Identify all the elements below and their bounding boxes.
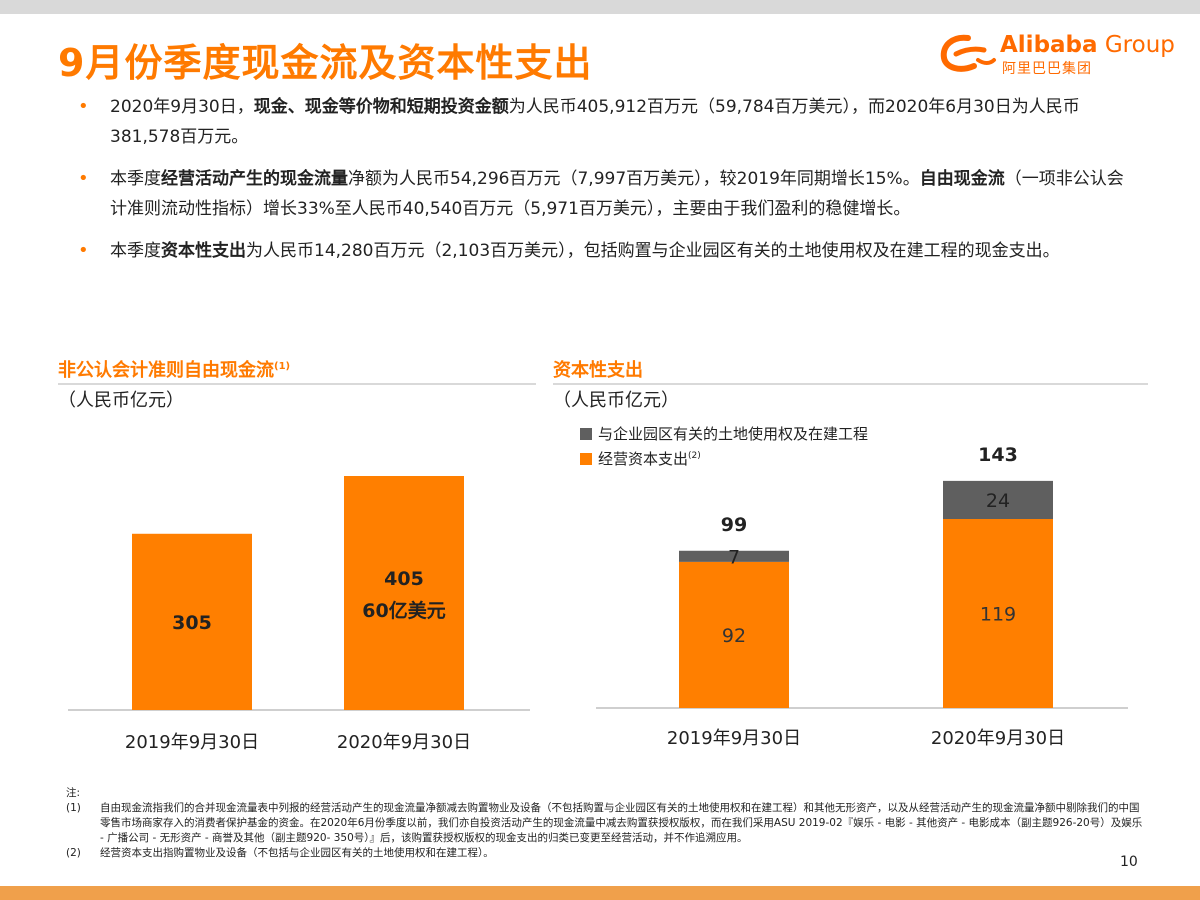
footnote-1-key: (1): [66, 802, 81, 814]
footnote-2: (2) 经营资本支出指购置物业及设备（不包括与企业园区有关的土地使用权和在建工程…: [66, 846, 1146, 861]
bullet-dot-icon: •: [78, 240, 89, 261]
capex-chart: 92 7 99 2019年9月30日 119 24 143 2020年9月30日: [596, 444, 1128, 749]
bullet-list: • 2020年9月30日，现金、现金等价物和短期投资金额为人民币405,912百万…: [78, 92, 1138, 278]
fcf-unit: （人民币亿元）: [58, 390, 184, 411]
x-tick-label-capex-1: 2019年9月30日: [667, 728, 801, 749]
bullet-text: 2020年9月30日，: [110, 97, 254, 117]
alibaba-logo: Alibaba Group 阿里巴巴集团: [938, 30, 1178, 80]
footnote-2-text: 经营资本支出指购置物业及设备（不包括与企业园区有关的土地使用权和在建工程）。: [100, 847, 494, 859]
bar-capex-1-series-2: [679, 550, 789, 562]
total-label-capex-2: 143: [978, 444, 1018, 466]
legend-item-capex: 经营资本支出(2): [580, 448, 701, 469]
bullet-text: 本季度: [110, 241, 161, 261]
notes-label: 注:: [66, 787, 81, 799]
total-label-capex-1: 99: [721, 514, 747, 536]
bullet-bold-text: 资本性支出: [161, 241, 246, 261]
segment-label-capex-2-series-1: 119: [980, 604, 1016, 626]
page-title: 9月份季度现金流及资本性支出: [58, 41, 593, 85]
bullet-bold-text: 自由现金流: [919, 169, 1005, 189]
bar-capex-2-series-2: [943, 480, 1053, 519]
page-number: 10: [1120, 854, 1138, 870]
bar-sublabel-fcf-2: 60亿美元: [362, 599, 445, 622]
fcf-section-title: 非公认会计准则自由现金流(1): [58, 356, 290, 382]
footnote-1-text: 自由现金流指我们的合并现金流量表中列报的经营活动产生的现金流量净额减去购置物业及…: [100, 802, 1143, 844]
bullet-text: 为人民币405,912百万元（59,784百万美元），而2020年6月30日为人…: [110, 97, 1080, 147]
segment-label-capex-1-series-1: 92: [722, 625, 746, 647]
bar-capex-1-series-1: [679, 561, 789, 708]
capex-unit: （人民币亿元）: [553, 390, 679, 411]
logo-cn: 阿里巴巴集团: [1002, 61, 1092, 77]
x-tick-label-capex-2: 2020年9月30日: [931, 728, 1065, 749]
bar-label-fcf-1: 305: [172, 612, 212, 634]
legend-swatch-land: [580, 428, 592, 440]
logo-group: Group: [1104, 32, 1175, 58]
footnote-1: (1) 自由现金流指我们的合并现金流量表中列报的经营活动产生的现金流量净额减去购…: [66, 801, 1146, 846]
bullet-dot-icon: •: [78, 168, 89, 189]
legend-label-land: 与企业园区有关的土地使用权及在建工程: [598, 425, 869, 443]
bullet-dot-icon: •: [78, 96, 89, 117]
fcf-note-mark: (1): [274, 361, 291, 372]
bar-label-fcf-2: 405: [384, 568, 424, 590]
bar-capex-2-series-1: [943, 519, 1053, 708]
segment-label-capex-1-series-2: 7: [728, 546, 740, 568]
bullet-text: （一项非公认会计准则流动性指标）增长33%至人民币40,540百万元（5,971…: [110, 169, 1124, 219]
fcf-section-rule: [58, 383, 536, 385]
bullet-text: 本季度: [110, 169, 161, 189]
capex-section-title: 资本性支出: [553, 360, 643, 381]
legend-note-mark: (2): [688, 451, 701, 461]
top-strip: [0, 0, 1200, 14]
segment-label-capex-2-series-2: 24: [986, 490, 1010, 512]
legend-label-capex: 经营资本支出: [598, 450, 689, 468]
bullet-item: • 本季度经营活动产生的现金流量净额为人民币54,296百万元（7,997百万美元…: [78, 164, 1138, 224]
bottom-strip: [0, 886, 1200, 900]
logo-brand: Alibaba: [1000, 32, 1098, 58]
x-tick-label-fcf-2: 2020年9月30日: [337, 732, 471, 753]
legend-swatch-capex: [580, 453, 592, 465]
legend-item-land: 与企业园区有关的土地使用权及在建工程: [580, 423, 868, 444]
capex-section-rule: [553, 383, 1148, 385]
bullet-item: • 2020年9月30日，现金、现金等价物和短期投资金额为人民币405,912百万…: [78, 92, 1138, 152]
fcf-section-title-text: 非公认会计准则自由现金流: [58, 360, 274, 381]
x-tick-label-fcf-1: 2019年9月30日: [125, 732, 259, 753]
alibaba-logo-icon: [940, 34, 996, 72]
bar-fcf-2: [344, 476, 464, 710]
bullet-item: • 本季度资本性支出为人民币14,280百万元（2,103百万美元），包括购置与企…: [78, 236, 1138, 266]
bullet-bold-text: 现金、现金等价物和短期投资金额: [253, 97, 509, 117]
footnotes: 注: (1) 自由现金流指我们的合并现金流量表中列报的经营活动产生的现金流量净额…: [66, 786, 1146, 861]
footnote-2-key: (2): [66, 847, 81, 859]
bar-fcf-1: [132, 533, 252, 710]
fcf-chart: 305 2019年9月30日 405 60亿美元 2020年9月30日: [68, 476, 530, 753]
bullet-text: 净额为人民币54,296百万元（7,997百万美元），较2019年同期增长15%…: [348, 169, 920, 189]
bullet-text: 为人民币14,280百万元（2,103百万美元），包括购置与企业园区有关的土地使…: [246, 241, 1060, 261]
bullet-bold-text: 经营活动产生的现金流量: [161, 169, 348, 189]
